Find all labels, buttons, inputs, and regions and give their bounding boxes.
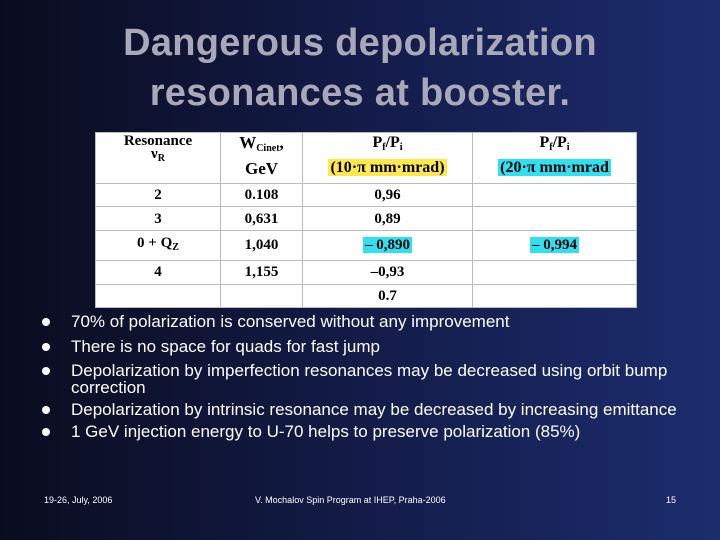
- cell-energy: 0,631: [220, 206, 303, 231]
- table-row: 4 1,155 –0,93: [95, 260, 637, 285]
- w-symbol: W: [239, 133, 257, 152]
- ratio-20-i: i: [566, 142, 570, 153]
- emittance-20-label: (20·π mm·mrad: [498, 159, 611, 176]
- cell-resonance: 4: [95, 260, 221, 285]
- table-row: 0.7: [95, 283, 637, 309]
- header-resonance: Resonance νR: [95, 132, 221, 184]
- cell-energy: 0.108: [220, 182, 303, 208]
- bullet-text: 1 GeV injection energy to U-70 helps to …: [71, 422, 581, 441]
- table-row: 3 0,631 0,89: [95, 206, 637, 231]
- bullet-item: Depolarization by imperfection resonance…: [40, 362, 700, 396]
- cell-energy: 1,040: [220, 229, 303, 262]
- bullet-list: 70% of polarization is conserved without…: [40, 313, 700, 440]
- ratio-20-sep: /P: [552, 134, 567, 151]
- bullet-text: 70% of polarization is conserved without…: [71, 312, 510, 331]
- bullet-dot-icon: [42, 367, 50, 375]
- ratio-10-sep: /P: [385, 134, 400, 151]
- cell-energy: 1,155: [220, 260, 303, 285]
- cell-energy: [220, 283, 303, 309]
- table-row: 2 0.108 0,96: [95, 182, 637, 208]
- ratio-10-f: f: [382, 142, 386, 153]
- slide-title: Dangerous depolarization resonances at b…: [60, 18, 660, 118]
- bullet-text: There is no space for quads for fast jum…: [71, 337, 380, 356]
- bullet-dot-icon: [42, 428, 50, 436]
- bullet-item: 70% of polarization is conserved without…: [40, 313, 700, 330]
- resonance-table: Resonance νR WCinet, GeV Pf/Pi (10·π mm·…: [95, 132, 637, 309]
- header-resonance-label: Resonance: [123, 133, 193, 149]
- title-line-1: Dangerous depolarization: [123, 22, 597, 64]
- header-ratio-20: Pf/Pi (20·π mm·mrad: [472, 132, 637, 184]
- cell-ratio-10: 0.7: [302, 283, 473, 309]
- bullet-text: Depolarization by intrinsic resonance ma…: [71, 400, 677, 419]
- header-energy-unit: GeV: [244, 159, 279, 178]
- w-subscript: Cinet: [256, 143, 280, 154]
- bullet-text: Depolarization by imperfection resonance…: [71, 361, 668, 397]
- header-nu-r: νR: [151, 146, 165, 165]
- header-ratio-10: Pf/Pi (10·π mm·mrad): [302, 132, 473, 184]
- nu-symbol: ν: [151, 146, 158, 162]
- bullet-item: Depolarization by intrinsic resonance ma…: [40, 401, 700, 418]
- footer-presenter: V. Mochalov Spin Program at IHEP, Praha-…: [255, 495, 446, 505]
- bullet-dot-icon: [42, 406, 50, 414]
- bullet-item: 1 GeV injection energy to U-70 helps to …: [40, 423, 700, 440]
- cell-ratio-20: – 0,994: [472, 229, 637, 262]
- cell-ratio-10: – 0,890: [302, 229, 473, 262]
- nu-subscript: R: [157, 153, 165, 164]
- cell-ratio-20-highlight: – 0,994: [530, 237, 579, 254]
- table-row: 0 + QZ 1,040 – 0,890 – 0,994: [95, 229, 637, 262]
- cell-ratio-20: [472, 283, 637, 309]
- emittance-10-label: (10·π mm·mrad): [328, 159, 447, 176]
- ratio-10-p: P: [372, 134, 383, 151]
- cell-resonance-main: 0 + Q: [137, 234, 173, 251]
- footer-page-number: 15: [666, 495, 677, 505]
- cell-ratio-20: [472, 206, 637, 231]
- ratio-10: Pf/Pi: [372, 134, 403, 154]
- cell-resonance: 2: [95, 182, 221, 208]
- cell-ratio-20: [472, 182, 637, 208]
- cell-ratio-20: [472, 260, 637, 285]
- header-w: WCinet,: [239, 133, 284, 154]
- footer-date: 19-26, July, 2006: [44, 495, 113, 505]
- bullet-dot-icon: [42, 318, 50, 326]
- bullet-item: There is no space for quads for fast jum…: [40, 338, 700, 355]
- cell-ratio-10: 0,89: [302, 206, 473, 231]
- header-energy: WCinet, GeV: [220, 132, 303, 184]
- cell-resonance: [95, 283, 221, 309]
- bullet-dot-icon: [42, 343, 50, 351]
- cell-ratio-10: –0,93: [302, 260, 473, 285]
- ratio-20-f: f: [549, 142, 553, 153]
- ratio-20-p: P: [539, 134, 550, 151]
- title-line-2: resonances at booster.: [149, 72, 571, 114]
- cell-ratio-10: 0,96: [302, 182, 473, 208]
- cell-resonance: 3: [95, 206, 221, 231]
- table-header-row: Resonance νR WCinet, GeV Pf/Pi (10·π mm·…: [95, 132, 637, 184]
- cell-resonance: 0 + QZ: [95, 229, 221, 262]
- cell-ratio-10-highlight: – 0,890: [363, 237, 412, 254]
- ratio-10-i: i: [399, 142, 403, 153]
- ratio-20: Pf/Pi: [539, 134, 570, 154]
- cell-resonance-sub: Z: [172, 241, 179, 253]
